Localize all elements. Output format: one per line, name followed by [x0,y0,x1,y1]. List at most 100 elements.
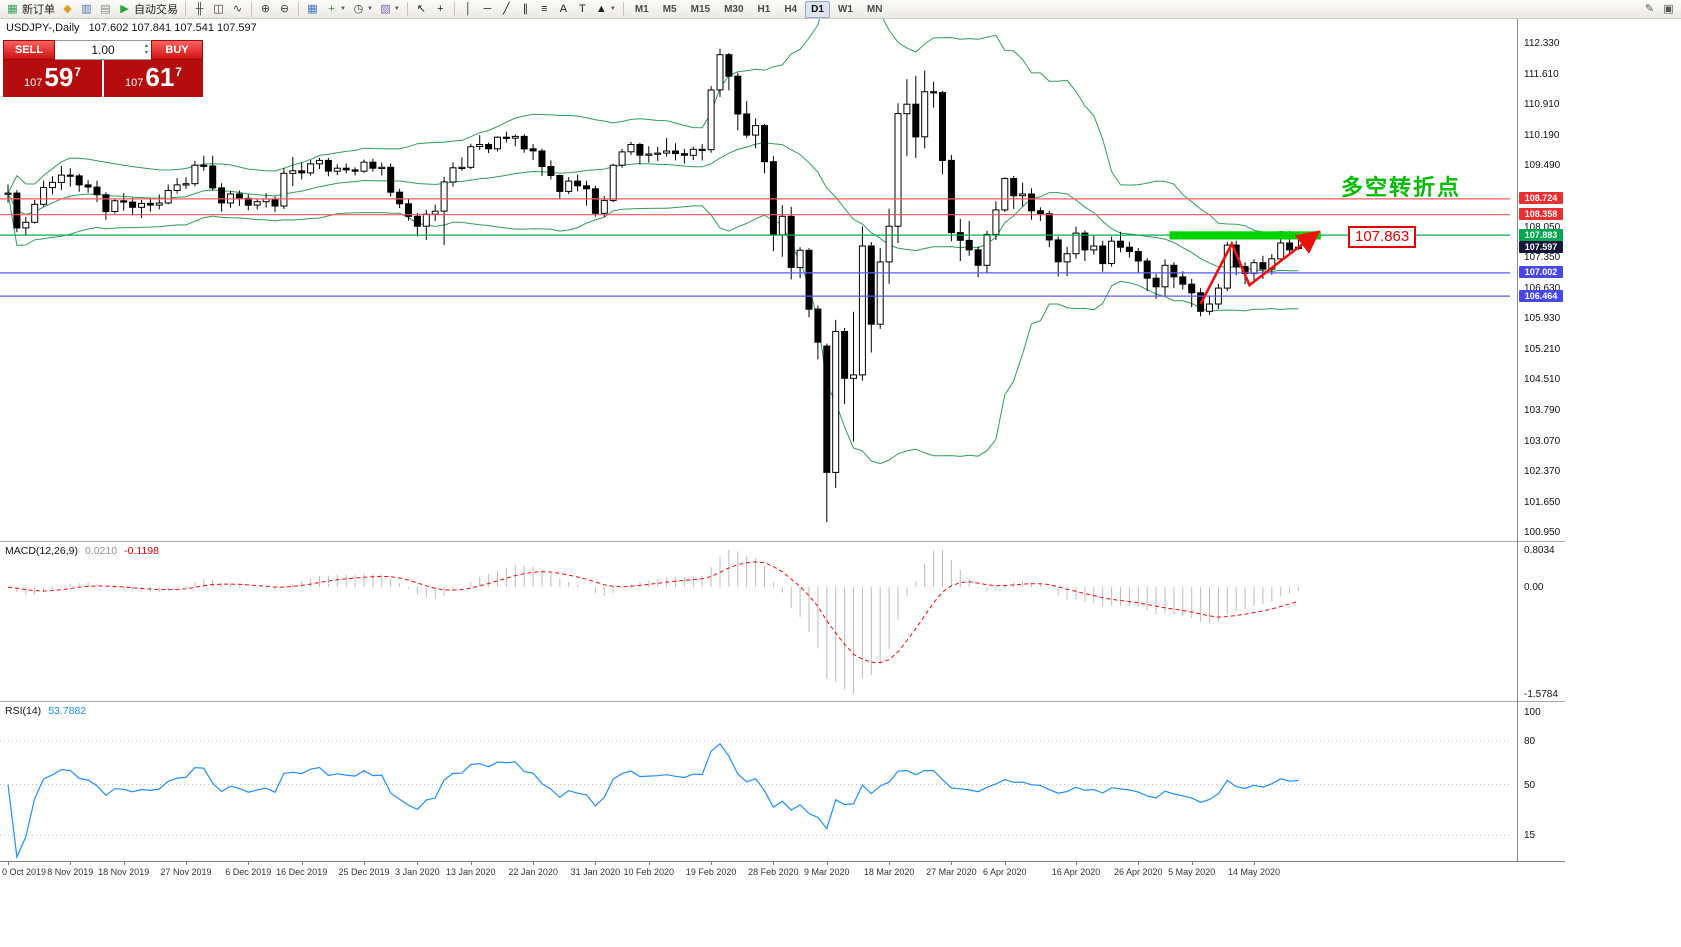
date-label: 26 Apr 2020 [1114,867,1163,877]
toolbar-separator [298,2,299,16]
date-label: 27 Nov 2019 [160,867,212,877]
indicators-icon: + [328,2,335,15]
date-label: 6 Dec 2019 [225,867,272,877]
timeframe-h4[interactable]: H4 [784,3,798,15]
crosshair-icon[interactable]: + [432,1,449,17]
market-watch-icon: ▥ [81,2,92,15]
ohlc-values: 107.602 107.841 107.541 107.597 [88,22,257,34]
periods-icon[interactable]: ◷ ▼ [350,1,375,17]
chevron-down-icon[interactable]: ▼ [340,6,346,12]
volume-spinner[interactable]: ▴ ▾ [145,43,148,57]
date-tick [826,862,828,865]
volume-input[interactable]: 1.00 ▴ ▾ [55,40,151,60]
price-tick-label: 105.930 [1524,313,1561,324]
market-watch-icon[interactable]: ▥ [78,1,95,17]
bar-chart-icon[interactable]: ╫ [191,1,208,17]
rsi-splitter[interactable] [0,701,1565,702]
sell-price-button[interactable]: 107 59 7 [3,60,102,97]
pencil-icon: ✎ [1644,2,1655,15]
timeframe-d1[interactable]: D1 [805,0,830,18]
timeframe-h1[interactable]: H1 [757,3,771,15]
price-tag: 108.724 [1519,192,1563,204]
equidistant-channel-icon[interactable]: ∥ [517,1,534,17]
rsi-value: 53.7882 [48,705,87,717]
horizontal-line-icon[interactable]: ─ [479,1,496,17]
text-label-icon: T [578,2,586,15]
price-tick-label: 105.210 [1524,344,1561,355]
buy-button[interactable]: BUY [151,40,203,60]
macd-splitter[interactable] [0,541,1565,542]
pencil-icon[interactable]: ✎ [1641,1,1658,17]
date-tick [248,862,250,865]
date-label: 6 Apr 2020 [983,867,1027,877]
arrows-icon[interactable]: ▲ ▼ [593,1,618,17]
candlestick-chart-icon[interactable]: ◫ [210,1,227,17]
new-order-button[interactable]: ▦ 新订单 [4,1,57,17]
rsi-indicator-label: RSI(14) 53.7882 [5,705,86,717]
tile-windows-icon[interactable]: ▦ [304,1,321,17]
chart-title: USDJPY-,Daily 107.602 107.841 107.541 107… [6,22,257,34]
timeframe-m30[interactable]: M30 [724,3,744,15]
text-label-icon[interactable]: T [574,1,591,17]
date-tick [70,862,72,865]
date-tick [364,862,365,865]
date-axis[interactable]: 0 Oct 2019 8 Nov 2019 18 Nov 2019 27 Nov 20… [0,861,1565,882]
spinner-down-icon[interactable]: ▾ [144,50,148,56]
timeframe-m15[interactable]: M15 [690,3,711,15]
date-tick [1076,862,1077,865]
spinner-up-icon[interactable]: ▴ [144,43,148,49]
chevron-down-icon[interactable]: ▼ [393,6,400,12]
sell-button[interactable]: SELL [3,40,55,60]
zoom-in-icon: ⊕ [260,2,271,15]
text-icon[interactable]: A [555,1,572,17]
rsi-name: RSI(14) [5,705,42,717]
buy-price-prefix: 107 [125,77,144,89]
cursor-icon[interactable]: ↖ [413,1,430,17]
date-tick [8,862,9,865]
price-axis[interactable]: 112.330 111.610 110.910 110.190 109.490 108.0… [1517,0,1581,947]
volume-value: 1.00 [91,43,115,57]
chevron-down-icon[interactable]: ▼ [366,6,373,12]
templates-icon[interactable]: ▧ ▼ [377,1,402,17]
date-label: 19 Feb 2020 [685,867,737,877]
new-order-button: ▦ [7,2,18,15]
timeframe-mn[interactable]: MN [866,3,883,15]
rsi-scale-label: 80 [1524,736,1536,747]
price-callout: 107.863 [1348,226,1417,248]
auto-trading-button[interactable]: ▶ 自动交易 [116,1,180,17]
price-tag: 107.597 [1519,241,1563,253]
price-tick-label: 100.950 [1524,527,1561,538]
price-tick-label: 101.650 [1524,497,1561,508]
macd-indicator-label: MACD(12,26,9) 0.0210 -0.1198 [5,545,159,557]
zoom-out-icon[interactable]: ⊖ [276,1,293,17]
indicators-icon[interactable]: + ▼ [323,1,348,17]
equidistant-channel-icon: ∥ [522,2,529,15]
timeframe-m1[interactable]: M1 [634,3,649,15]
line-chart-icon: ∿ [232,2,243,15]
candlestick-chart-icon: ◫ [213,2,224,15]
symbol-period-label: USDJPY-,Daily [6,22,80,34]
sell-price-prefix: 107 [24,77,43,89]
date-tick [773,862,775,865]
macd-canvas[interactable] [0,542,1517,701]
price-tick-label: 110.190 [1524,130,1560,141]
timeframe-m5[interactable]: M5 [662,3,677,15]
buy-price-button[interactable]: 107 61 7 [104,60,203,97]
buy-price-sup: 7 [175,65,182,79]
fibonacci-icon[interactable]: ≡ [536,1,553,17]
line-chart-icon[interactable]: ∿ [229,1,246,17]
date-label: 5 May 2020 [1168,867,1216,877]
data-window-icon[interactable]: ▤ [97,1,114,17]
date-label: 16 Dec 2019 [276,867,328,877]
rsi-canvas[interactable] [0,702,1517,861]
chevron-down-icon[interactable]: ▼ [609,6,616,12]
timeframe-w1[interactable]: W1 [837,3,853,15]
new-window-icon[interactable]: ▣ [1660,1,1677,17]
vertical-line-icon[interactable]: │ [460,1,477,17]
zoom-in-icon[interactable]: ⊕ [257,1,274,17]
price-chart-canvas[interactable] [0,18,1517,541]
date-label: 14 May 2020 [1227,867,1281,877]
arrows-icon: ▲ [595,2,607,15]
profiles-icon[interactable]: ◆ [59,1,76,17]
trendline-icon[interactable]: ╱ [498,1,515,17]
